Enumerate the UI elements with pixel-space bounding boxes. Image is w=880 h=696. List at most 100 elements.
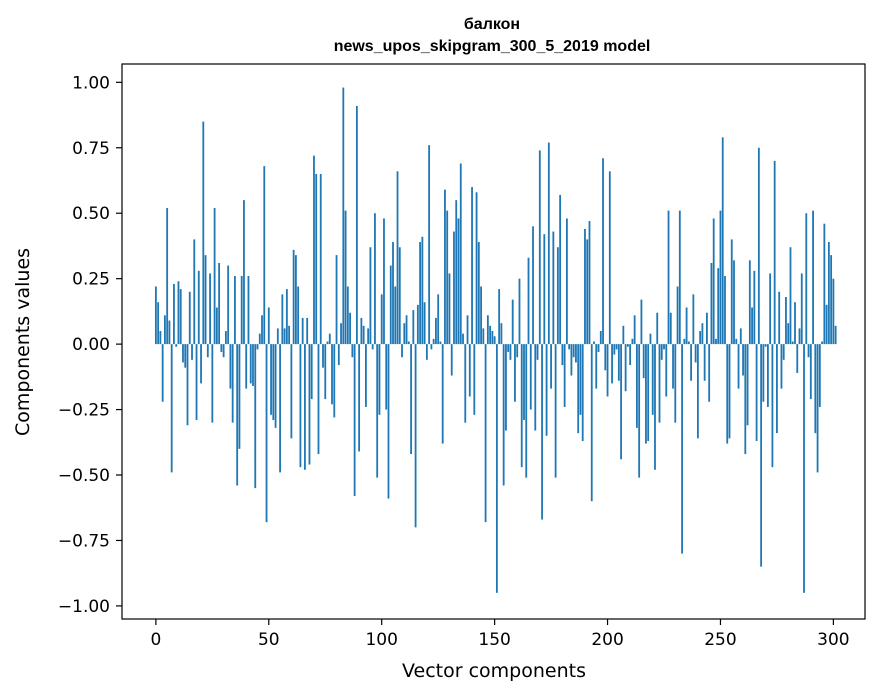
bar-198 [602,158,604,345]
bar-17 [193,239,196,345]
bar-4 [164,315,166,345]
x-tick-label: 250 [704,630,736,650]
bar-162 [520,344,523,468]
bar-24 [209,273,211,345]
bar-141 [473,344,476,415]
bar-91 [360,317,363,345]
x-tick-label: 150 [478,630,510,650]
bar-211 [631,338,634,345]
bar-75 [324,344,327,400]
bar-173 [545,344,548,436]
bar-31 [224,331,227,345]
bar-282 [791,341,794,345]
bar-297 [825,304,828,345]
chart-title: балкон [464,16,520,33]
bar-42 [249,344,252,384]
y-tick-label: −0.50 [58,466,110,486]
bar-129 [446,210,449,345]
bar-40 [245,344,248,389]
bar-156 [507,344,510,352]
bar-245 [708,344,711,402]
bar-71 [315,173,318,345]
bar-65 [301,317,304,345]
bar-228 [669,312,672,345]
bar-257 [735,338,738,345]
bar-291 [812,210,814,345]
bar-97 [374,213,376,345]
bar-148 [489,325,492,345]
bar-285 [798,328,801,345]
bar-209 [626,344,629,347]
bar-225 [663,344,665,350]
bar-21 [202,121,205,345]
bar-155 [505,344,507,431]
y-tick-label: −1.00 [58,597,110,617]
bar-218 [647,344,650,441]
bar-201 [608,171,611,345]
bar-11 [179,289,182,345]
x-axis-label: Vector components [402,660,586,682]
bar-52 [272,344,275,421]
bar-35 [234,276,236,345]
bar-25 [211,344,214,423]
bar-196 [597,344,600,352]
bar-8 [173,283,175,345]
bar-144 [480,286,482,345]
y-tick-label: 0.50 [72,204,110,224]
bar-101 [383,218,385,345]
bar-74 [322,344,324,368]
bar-150 [493,336,496,345]
bar-83 [342,87,345,345]
bar-114 [412,310,415,345]
bar-44 [254,344,257,489]
bar-72 [317,344,320,455]
bar-96 [371,344,374,350]
bar-104 [389,265,392,345]
bar-7 [170,344,173,473]
bar-206 [620,344,622,460]
bar-26 [213,207,216,345]
bar-93 [365,344,367,407]
bar-234 [683,338,686,345]
x-tick-label: 200 [591,630,623,650]
bar-43 [252,344,254,387]
bar-70 [313,155,315,345]
bar-274 [773,160,776,345]
bar-197 [599,331,602,345]
bar-99 [378,344,381,415]
bar-195 [595,344,598,389]
bar-53 [274,344,277,428]
bar-137 [464,344,467,423]
bar-203 [613,344,616,355]
bar-199 [604,344,607,371]
bar-174 [547,142,550,345]
bar-30 [222,344,225,358]
bar-301 [834,325,837,345]
bar-13 [184,344,187,368]
plot-frame [121,63,866,620]
bar-23 [206,344,209,358]
bar-184 [570,344,573,376]
bar-80 [335,255,338,345]
bar-57 [283,328,286,345]
bar-108 [398,247,401,345]
bar-240 [696,344,699,439]
bar-10 [177,281,180,345]
bar-16 [191,344,193,360]
bar-295 [821,341,823,345]
bar-179 [559,194,562,345]
y-tick-label: 1.00 [72,73,110,93]
bar-252 [724,276,726,345]
bar-166 [529,344,532,410]
bar-200 [606,344,609,397]
bar-187 [577,344,580,434]
bar-287 [803,344,805,593]
x-tick-label: 300 [817,630,849,650]
bar-260 [742,344,744,376]
bar-294 [818,344,821,407]
bar-67 [306,317,309,345]
bar-95 [369,247,372,345]
bar-39 [243,200,245,345]
bar-102 [385,344,388,410]
